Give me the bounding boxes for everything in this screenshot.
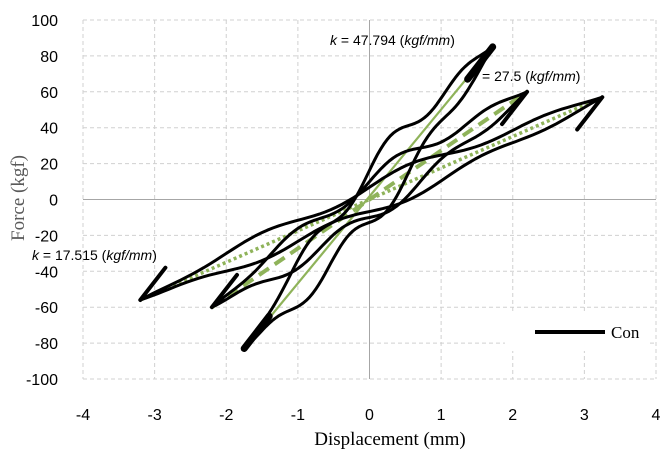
annotation-close: )	[450, 32, 455, 48]
annotation-close: )	[152, 247, 157, 263]
stiffness-annotation-2: k = 17.515 (kgf/mm)	[32, 247, 157, 263]
annotation-unit: kgf/mm	[530, 68, 576, 84]
loop-peak-neg-2	[240, 312, 273, 352]
annotation-value: = 47.794 (	[337, 32, 405, 48]
x-tick-label: -3	[148, 407, 162, 424]
y-axis-title: Force (kgf)	[8, 155, 29, 241]
x-tick-label: -4	[76, 407, 90, 424]
stiffness-annotation-1: = 27.5 (kgf/mm)	[482, 68, 580, 84]
x-axis-title: Displacement (mm)	[314, 429, 465, 450]
y-tick-label: -80	[35, 336, 58, 353]
y-tick-label: 80	[40, 49, 58, 66]
y-tick-label: 20	[40, 157, 58, 174]
annotation-k: k	[32, 247, 40, 263]
loop-peak-pos-2	[464, 43, 497, 83]
annotation-value: = 27.5 (	[482, 68, 530, 84]
loop-peak-neg-1	[209, 272, 239, 310]
y-tick-label: -20	[35, 228, 58, 245]
x-tick-label: 1	[437, 407, 446, 424]
y-tick-label: 0	[49, 193, 58, 210]
y-tick-label: -60	[35, 300, 58, 317]
loop-peak-neg-0	[138, 265, 168, 302]
stiffness-annotation-0: k = 47.794 (kgf/mm)	[330, 32, 455, 48]
y-tick-label: -40	[35, 264, 58, 281]
loop-peak-pos-1	[500, 89, 530, 127]
y-tick-label: 60	[40, 85, 58, 102]
x-tick-label: -2	[219, 407, 233, 424]
tick-labels: -4 -3 -2 -1 0 1 2 3 4 100 80 60 40 20 0 -20 -40 -60 -80 -10…	[26, 13, 661, 424]
annotation-close: )	[576, 68, 581, 84]
loop-peak-pos-0	[575, 95, 605, 132]
annotation-unit: kgf/mm	[106, 247, 152, 263]
legend-label-con: Con	[611, 323, 640, 342]
stiffness-lines	[139, 46, 603, 350]
stiffness-line-2	[139, 95, 603, 302]
y-tick-label: -100	[26, 372, 58, 389]
x-tick-label: 4	[652, 407, 661, 424]
annotations: k = 47.794 (kgf/mm)= 27.5 (kgf/mm)k = 17…	[32, 32, 580, 263]
hysteresis-loops	[138, 43, 605, 352]
annotation-k: k	[330, 32, 338, 48]
y-tick-label: 40	[40, 121, 58, 138]
y-tick-label: 100	[31, 13, 58, 30]
legend: Con	[505, 313, 647, 351]
x-tick-label: 3	[580, 407, 589, 424]
x-tick-label: 2	[508, 407, 517, 424]
stiffness-line-0	[243, 46, 494, 350]
stiffness-line-1	[210, 90, 529, 309]
annotation-value: = 17.515 (	[39, 247, 107, 263]
x-tick-label: -1	[291, 407, 305, 424]
x-tick-label: 0	[365, 407, 374, 424]
annotation-unit: kgf/mm	[404, 32, 450, 48]
